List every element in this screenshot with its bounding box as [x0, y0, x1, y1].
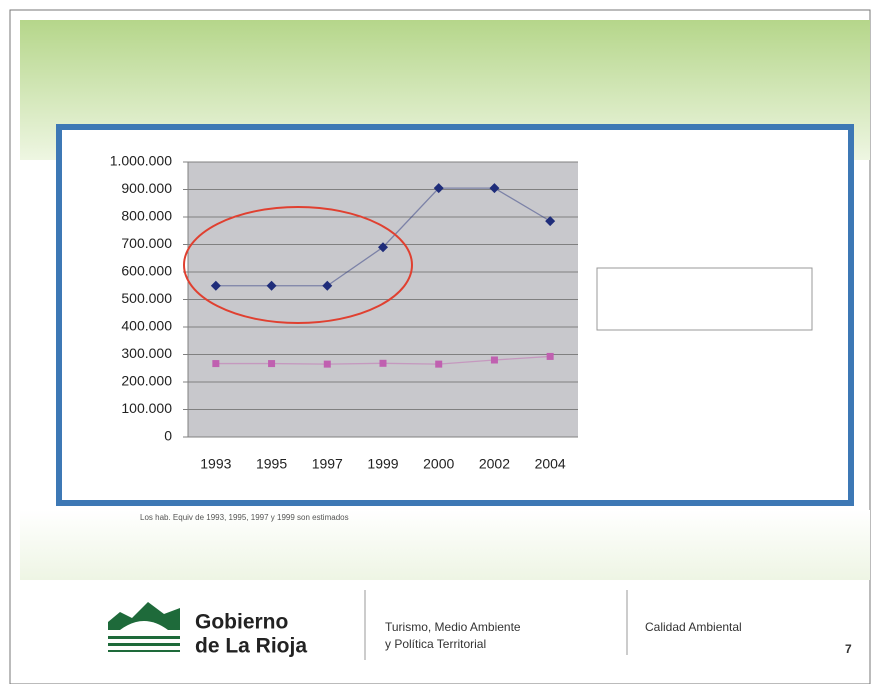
page-number: 7: [845, 642, 852, 656]
x-tick-label: 2004: [535, 456, 566, 472]
marker: [489, 183, 500, 194]
marker: [546, 352, 554, 360]
dept-line1: Turismo, Medio Ambiente: [385, 620, 521, 634]
y-tick-label: 300.000: [121, 345, 172, 361]
marker: [379, 359, 387, 367]
marker: [323, 360, 331, 368]
legend-box: [596, 267, 813, 331]
section: Calidad Ambiental: [645, 620, 742, 634]
y-tick-label: 0: [164, 428, 172, 444]
org-line1: Gobierno: [195, 611, 288, 634]
x-tick-label: 2002: [479, 456, 510, 472]
dept-line2: y Política Territorial: [385, 637, 486, 651]
y-tick-label: 200.000: [121, 373, 172, 389]
marker: [212, 360, 220, 368]
x-tick-label: 1993: [200, 456, 231, 472]
marker: [268, 360, 276, 368]
x-tick-label: 1999: [367, 456, 398, 472]
marker: [322, 280, 333, 291]
y-tick-label: 400.000: [121, 318, 172, 334]
x-tick-label: 2000: [423, 456, 454, 472]
y-tick-label: 500.000: [121, 290, 172, 306]
marker: [210, 280, 221, 291]
y-tick-label: 100.000: [121, 400, 172, 416]
x-tick-label: 1997: [312, 456, 343, 472]
marker: [378, 242, 388, 253]
org-line2: de La Rioja: [195, 635, 307, 658]
x-tick-label: 1995: [256, 456, 287, 472]
y-tick-label: 700.000: [121, 235, 172, 251]
marker: [435, 360, 443, 368]
marker: [266, 280, 277, 291]
y-tick-label: 600.000: [121, 263, 172, 279]
y-tick-label: 800.000: [121, 208, 172, 224]
bottom-band: [20, 510, 870, 580]
y-tick-label: 1.000.000: [110, 153, 172, 169]
highlight-ellipse: [183, 206, 413, 324]
note: Los hab. Equiv de 1993, 1995, 1997 y 199…: [140, 513, 349, 522]
marker: [490, 356, 498, 364]
logo: [108, 602, 180, 652]
marker: [433, 183, 444, 194]
y-tick-label: 900.000: [121, 180, 172, 196]
marker: [545, 216, 556, 227]
